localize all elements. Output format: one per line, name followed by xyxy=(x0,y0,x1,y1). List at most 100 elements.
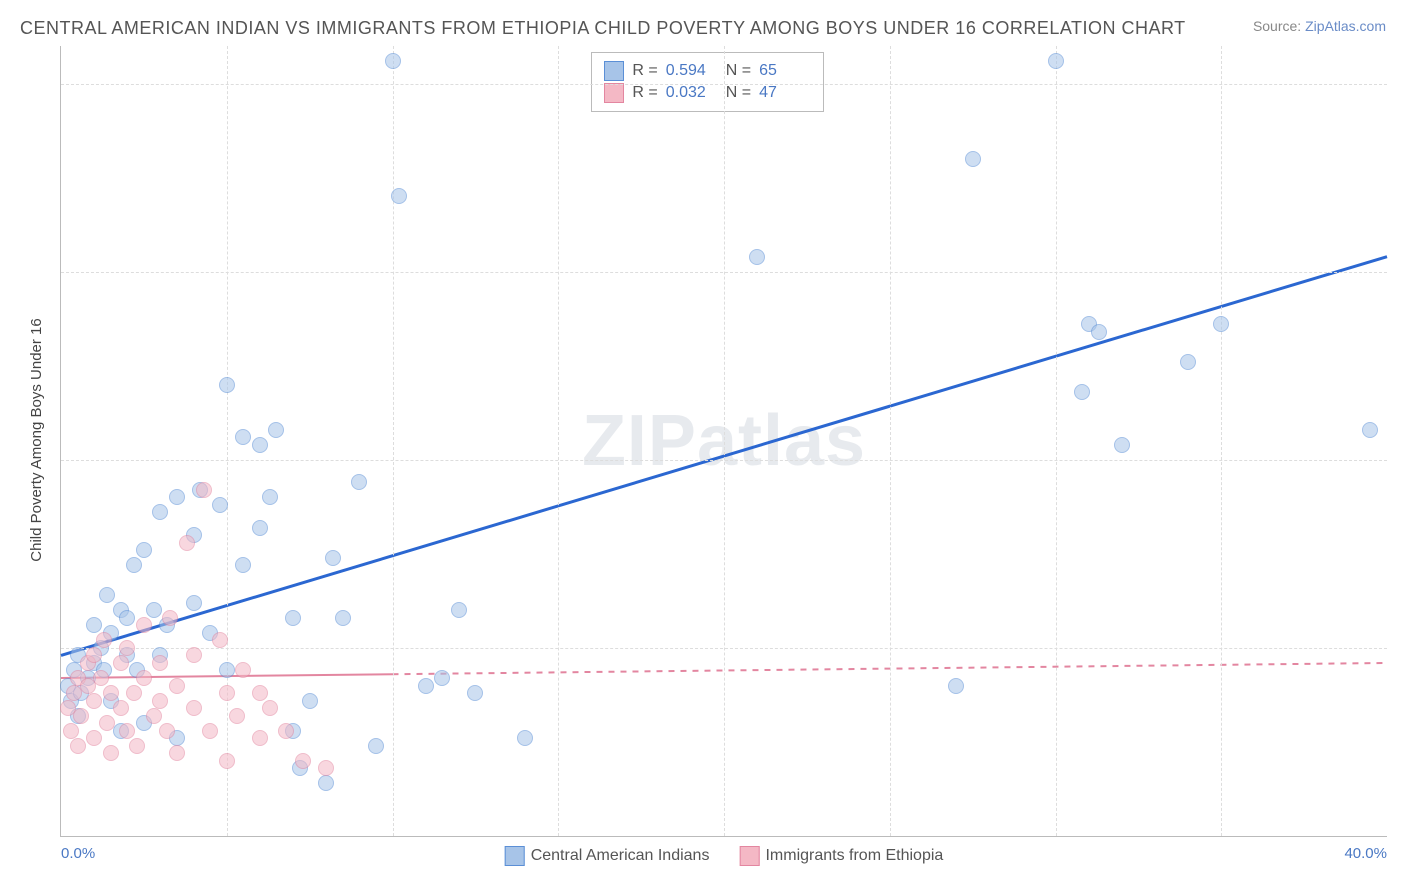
data-point xyxy=(186,595,202,611)
legend-n-label: N = xyxy=(726,62,751,80)
legend-n-value: 65 xyxy=(759,62,811,80)
data-point xyxy=(186,700,202,716)
series-legend-item: Immigrants from Ethiopia xyxy=(739,846,943,866)
data-point xyxy=(196,482,212,498)
data-point xyxy=(126,557,142,573)
data-point xyxy=(318,760,334,776)
legend-swatch xyxy=(505,846,525,866)
data-point xyxy=(136,617,152,633)
data-point xyxy=(86,693,102,709)
data-point xyxy=(948,678,964,694)
data-point xyxy=(212,632,228,648)
data-point xyxy=(1180,354,1196,370)
data-point xyxy=(368,738,384,754)
data-point xyxy=(113,655,129,671)
chart-title: CENTRAL AMERICAN INDIAN VS IMMIGRANTS FR… xyxy=(20,18,1186,39)
data-point xyxy=(1091,324,1107,340)
data-point xyxy=(965,151,981,167)
legend-swatch xyxy=(604,83,624,103)
data-point xyxy=(186,647,202,663)
series-name: Central American Indians xyxy=(531,847,710,865)
y-tick-label: 75.0% xyxy=(1397,263,1406,280)
legend-r-label: R = xyxy=(632,62,657,80)
data-point xyxy=(86,647,102,663)
source-label: Source: xyxy=(1253,18,1305,34)
data-point xyxy=(219,685,235,701)
data-point xyxy=(219,377,235,393)
gridline-v xyxy=(1221,46,1222,836)
x-tick-label: 40.0% xyxy=(1344,845,1387,862)
data-point xyxy=(335,610,351,626)
gridline-v xyxy=(227,46,228,836)
data-point xyxy=(86,730,102,746)
data-point xyxy=(252,520,268,536)
data-point xyxy=(146,602,162,618)
data-point xyxy=(146,708,162,724)
data-point xyxy=(169,745,185,761)
legend-r-label: R = xyxy=(632,84,657,102)
data-point xyxy=(219,662,235,678)
data-point xyxy=(385,53,401,69)
data-point xyxy=(99,587,115,603)
data-point xyxy=(1114,437,1130,453)
data-point xyxy=(119,723,135,739)
data-point xyxy=(159,723,175,739)
y-axis-label: Child Poverty Among Boys Under 16 xyxy=(28,318,45,561)
data-point xyxy=(126,685,142,701)
data-point xyxy=(202,723,218,739)
data-point xyxy=(418,678,434,694)
legend-swatch xyxy=(604,61,624,81)
legend-n-value: 47 xyxy=(759,84,811,102)
gridline-v xyxy=(890,46,891,836)
data-point xyxy=(262,489,278,505)
data-point xyxy=(351,474,367,490)
data-point xyxy=(302,693,318,709)
data-point xyxy=(318,775,334,791)
data-point xyxy=(278,723,294,739)
data-point xyxy=(70,738,86,754)
legend-row: R = 0.594 N = 65 xyxy=(604,61,811,81)
y-tick-label: 25.0% xyxy=(1397,639,1406,656)
data-point xyxy=(235,557,251,573)
gridline-v xyxy=(393,46,394,836)
data-point xyxy=(169,678,185,694)
correlation-legend: R = 0.594 N = 65 R = 0.032 N = 47 xyxy=(591,52,824,112)
data-point xyxy=(1213,316,1229,332)
series-name: Immigrants from Ethiopia xyxy=(765,847,943,865)
series-legend: Central American Indians Immigrants from … xyxy=(505,846,944,866)
y-tick-label: 100.0% xyxy=(1397,75,1406,92)
legend-swatch xyxy=(739,846,759,866)
data-point xyxy=(136,670,152,686)
legend-r-value: 0.032 xyxy=(666,84,718,102)
data-point xyxy=(103,745,119,761)
data-point xyxy=(229,708,245,724)
data-point xyxy=(99,715,115,731)
data-point xyxy=(325,550,341,566)
data-point xyxy=(152,655,168,671)
series-legend-item: Central American Indians xyxy=(505,846,710,866)
data-point xyxy=(113,700,129,716)
data-point xyxy=(235,662,251,678)
source-link[interactable]: ZipAtlas.com xyxy=(1305,18,1386,34)
gridline-v xyxy=(558,46,559,836)
data-point xyxy=(152,504,168,520)
legend-n-label: N = xyxy=(726,84,751,102)
data-point xyxy=(391,188,407,204)
data-point xyxy=(73,708,89,724)
data-point xyxy=(179,535,195,551)
data-point xyxy=(119,640,135,656)
legend-row: R = 0.032 N = 47 xyxy=(604,83,811,103)
data-point xyxy=(152,693,168,709)
gridline-v xyxy=(1056,46,1057,836)
data-point xyxy=(467,685,483,701)
data-point xyxy=(268,422,284,438)
data-point xyxy=(129,738,145,754)
data-point xyxy=(169,489,185,505)
legend-r-value: 0.594 xyxy=(666,62,718,80)
data-point xyxy=(136,542,152,558)
data-point xyxy=(86,617,102,633)
data-point xyxy=(212,497,228,513)
data-point xyxy=(749,249,765,265)
data-point xyxy=(119,610,135,626)
x-tick-label: 0.0% xyxy=(61,845,95,862)
